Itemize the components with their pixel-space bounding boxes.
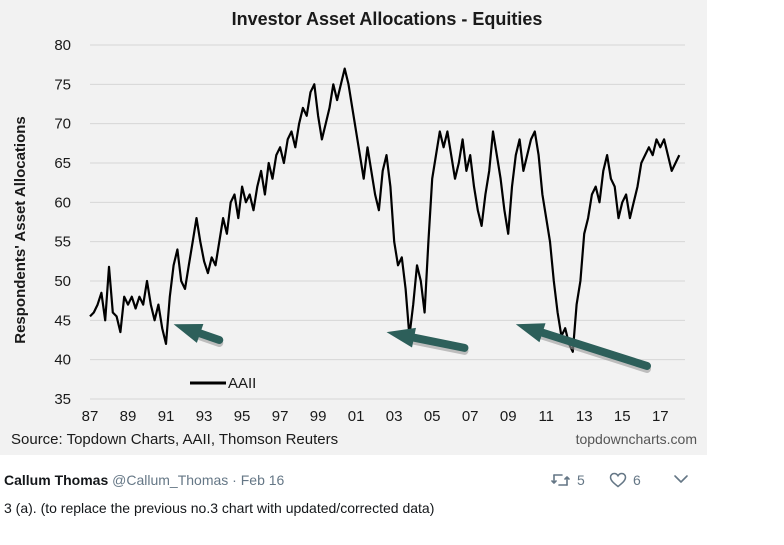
y-tick-label: 40 [54, 352, 71, 369]
x-tick-label: 05 [424, 408, 441, 425]
y-tick-label: 75 [54, 76, 71, 93]
y-tick-label: 80 [54, 37, 71, 54]
x-axis-ticks: 87 89 91 93 95 97 99 01 03 05 07 09 11 13 15 17 [82, 408, 669, 425]
x-tick-label: 17 [652, 408, 669, 425]
annotation-arrows [173, 323, 651, 373]
annotation-arrow [386, 327, 469, 355]
tweet-header: Callum Thomas @Callum_Thomas · Feb 16 [4, 472, 284, 488]
series-layer [89, 67, 681, 353]
x-tick-label: 15 [614, 408, 631, 425]
y-tick-label: 65 [54, 155, 71, 172]
y-axis-ticks: 35 40 45 50 55 60 65 70 75 80 [54, 37, 71, 408]
x-tick-label: 07 [462, 408, 479, 425]
tweet-handle[interactable]: @Callum_Thomas [112, 472, 229, 488]
chart-panel: Investor Asset Allocations - Equities 35… [0, 0, 707, 455]
series-line-aaii [89, 67, 681, 353]
x-tick-label: 03 [386, 408, 403, 425]
x-tick-label: 01 [348, 408, 365, 425]
source-note: Source: Topdown Charts, AAII, Thomson Re… [11, 431, 338, 448]
y-tick-label: 55 [54, 234, 71, 251]
legend-label: AAII [228, 375, 256, 392]
y-axis-label: Respondents' Asset Allocations [12, 116, 29, 344]
x-tick-label: 93 [196, 408, 213, 425]
y-tick-label: 35 [54, 391, 71, 408]
y-tick-label: 60 [54, 194, 71, 211]
grid [90, 44, 685, 400]
retweet-icon [551, 474, 570, 486]
chart-title: Investor Asset Allocations - Equities [232, 9, 543, 29]
tweet-author[interactable]: Callum Thomas [4, 472, 109, 488]
chevron-down-icon [674, 475, 688, 483]
legend: AAII [190, 375, 256, 392]
tweet: Callum Thomas @Callum_Thomas · Feb 16 5 … [0, 455, 784, 545]
x-tick-label: 13 [576, 408, 593, 425]
x-tick-label: 99 [310, 408, 327, 425]
y-tick-label: 70 [54, 116, 71, 133]
retweet-count: 5 [577, 472, 585, 488]
heart-icon [609, 472, 627, 488]
chart: Investor Asset Allocations - Equities 35… [11, 9, 697, 448]
x-tick-label: 09 [500, 408, 517, 425]
x-tick-label: 87 [82, 408, 99, 425]
y-tick-label: 45 [54, 312, 71, 329]
like-button[interactable]: 6 [609, 472, 641, 488]
like-count: 6 [633, 472, 641, 488]
x-tick-label: 91 [158, 408, 175, 425]
x-tick-label: 11 [538, 408, 554, 425]
brand-watermark: topdowncharts.com [576, 431, 697, 447]
retweet-button[interactable]: 5 [551, 472, 585, 488]
tweet-text: 3 (a). (to replace the previous no.3 cha… [4, 500, 435, 516]
y-tick-label: 50 [54, 273, 71, 290]
annotation-arrow [173, 323, 224, 347]
x-tick-label: 95 [234, 408, 251, 425]
annotation-arrow [515, 323, 651, 373]
tweet-date[interactable]: Feb 16 [240, 472, 285, 488]
x-tick-label: 97 [272, 408, 289, 425]
more-options-button[interactable] [673, 472, 689, 486]
x-tick-label: 89 [120, 408, 137, 425]
tweet-separator: · [232, 472, 237, 488]
